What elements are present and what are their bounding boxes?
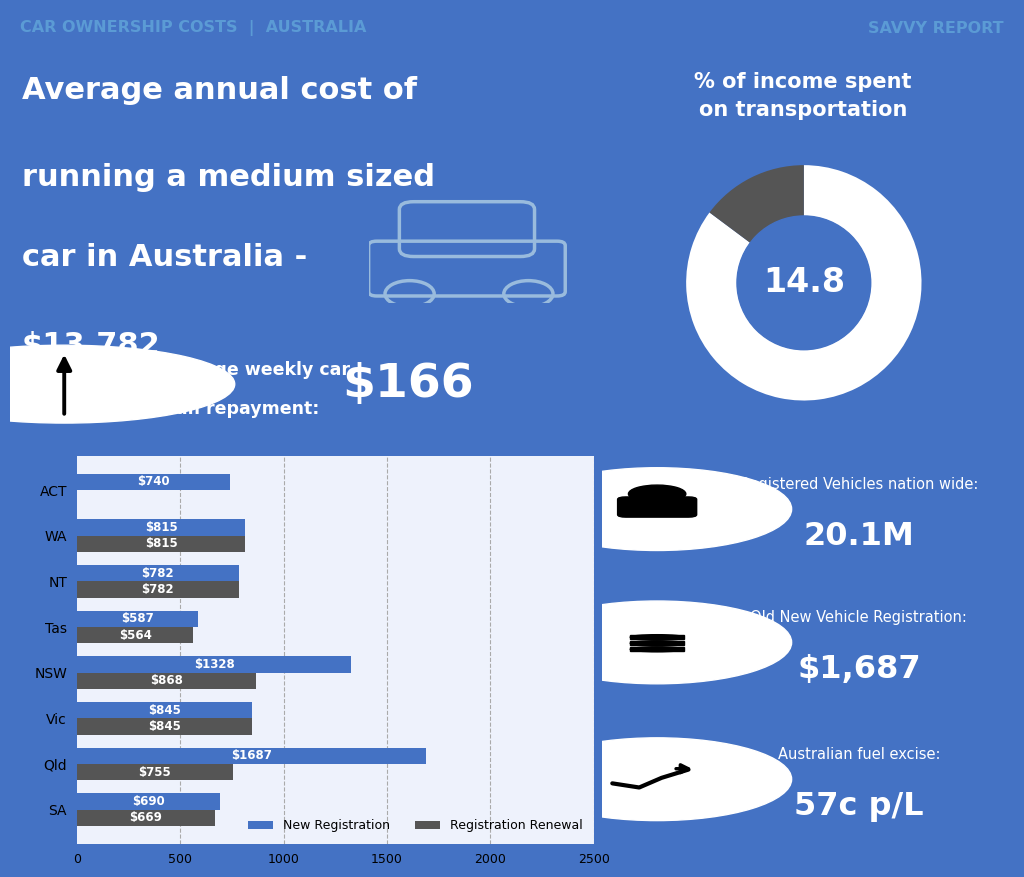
Wedge shape	[710, 165, 804, 243]
Bar	[77, 747, 426, 764]
Text: car in Australia -: car in Australia -	[22, 244, 307, 273]
Text: $587: $587	[121, 612, 154, 625]
Text: $782: $782	[141, 583, 174, 596]
FancyBboxPatch shape	[617, 497, 696, 517]
Text: $1328: $1328	[194, 658, 234, 671]
Text: $13,782: $13,782	[22, 331, 161, 360]
Circle shape	[522, 601, 792, 684]
Text: $845: $845	[147, 703, 180, 717]
Circle shape	[0, 346, 234, 423]
Text: $815: $815	[144, 538, 177, 551]
Text: $868: $868	[151, 674, 183, 688]
Bar	[77, 702, 252, 718]
Bar	[77, 809, 215, 826]
Text: $1,687: $1,687	[797, 654, 921, 686]
Title: Registration & Renewal Costs by State: Registration & Renewal Costs by State	[160, 434, 511, 449]
Text: $740: $740	[137, 475, 170, 488]
Bar	[77, 656, 351, 673]
Text: Average weekly car: Average weekly car	[158, 360, 350, 379]
Bar	[77, 536, 246, 553]
Circle shape	[629, 485, 686, 503]
Text: Australian fuel excise:: Australian fuel excise:	[777, 746, 940, 761]
Text: % of income spent
on transportation: % of income spent on transportation	[694, 72, 911, 120]
Text: Qld New Vehicle Registration:: Qld New Vehicle Registration:	[751, 610, 968, 624]
FancyBboxPatch shape	[630, 641, 684, 645]
Text: $669: $669	[130, 811, 163, 824]
Text: Average annual cost of: Average annual cost of	[22, 76, 417, 105]
Text: $815: $815	[144, 521, 177, 534]
Circle shape	[522, 738, 792, 821]
Text: $166: $166	[342, 361, 474, 407]
Text: running a medium sized: running a medium sized	[22, 163, 435, 192]
Bar	[77, 581, 239, 598]
Text: $755: $755	[138, 766, 171, 779]
Text: $845: $845	[147, 720, 180, 733]
Text: $564: $564	[119, 629, 152, 642]
Text: $782: $782	[141, 567, 174, 580]
Text: Registered Vehicles nation wide:: Registered Vehicles nation wide:	[739, 476, 978, 491]
Bar	[77, 718, 252, 735]
Legend: New Registration, Registration Renewal: New Registration, Registration Renewal	[243, 815, 588, 838]
Bar	[77, 474, 229, 490]
Bar	[77, 565, 239, 581]
Text: 57c p/L: 57c p/L	[794, 791, 924, 823]
FancyBboxPatch shape	[630, 635, 684, 638]
Ellipse shape	[630, 647, 684, 652]
Circle shape	[737, 216, 870, 350]
Text: $690: $690	[132, 795, 165, 808]
Text: 20.1M: 20.1M	[804, 521, 914, 553]
Ellipse shape	[630, 635, 684, 639]
Text: loan repayment:: loan repayment:	[158, 400, 319, 417]
Bar	[77, 793, 219, 809]
Bar	[77, 519, 246, 536]
Text: $1687: $1687	[230, 749, 271, 762]
Text: SAVVY REPORT: SAVVY REPORT	[868, 20, 1004, 36]
Wedge shape	[686, 165, 922, 401]
Bar	[77, 610, 199, 627]
Text: 14.8: 14.8	[763, 267, 845, 299]
FancyBboxPatch shape	[630, 647, 684, 651]
Bar	[77, 627, 194, 644]
Text: CAR OWNERSHIP COSTS  |  AUSTRALIA: CAR OWNERSHIP COSTS | AUSTRALIA	[20, 20, 367, 36]
Ellipse shape	[630, 641, 684, 645]
Bar	[77, 673, 256, 689]
Bar	[77, 764, 233, 781]
Circle shape	[522, 467, 792, 551]
